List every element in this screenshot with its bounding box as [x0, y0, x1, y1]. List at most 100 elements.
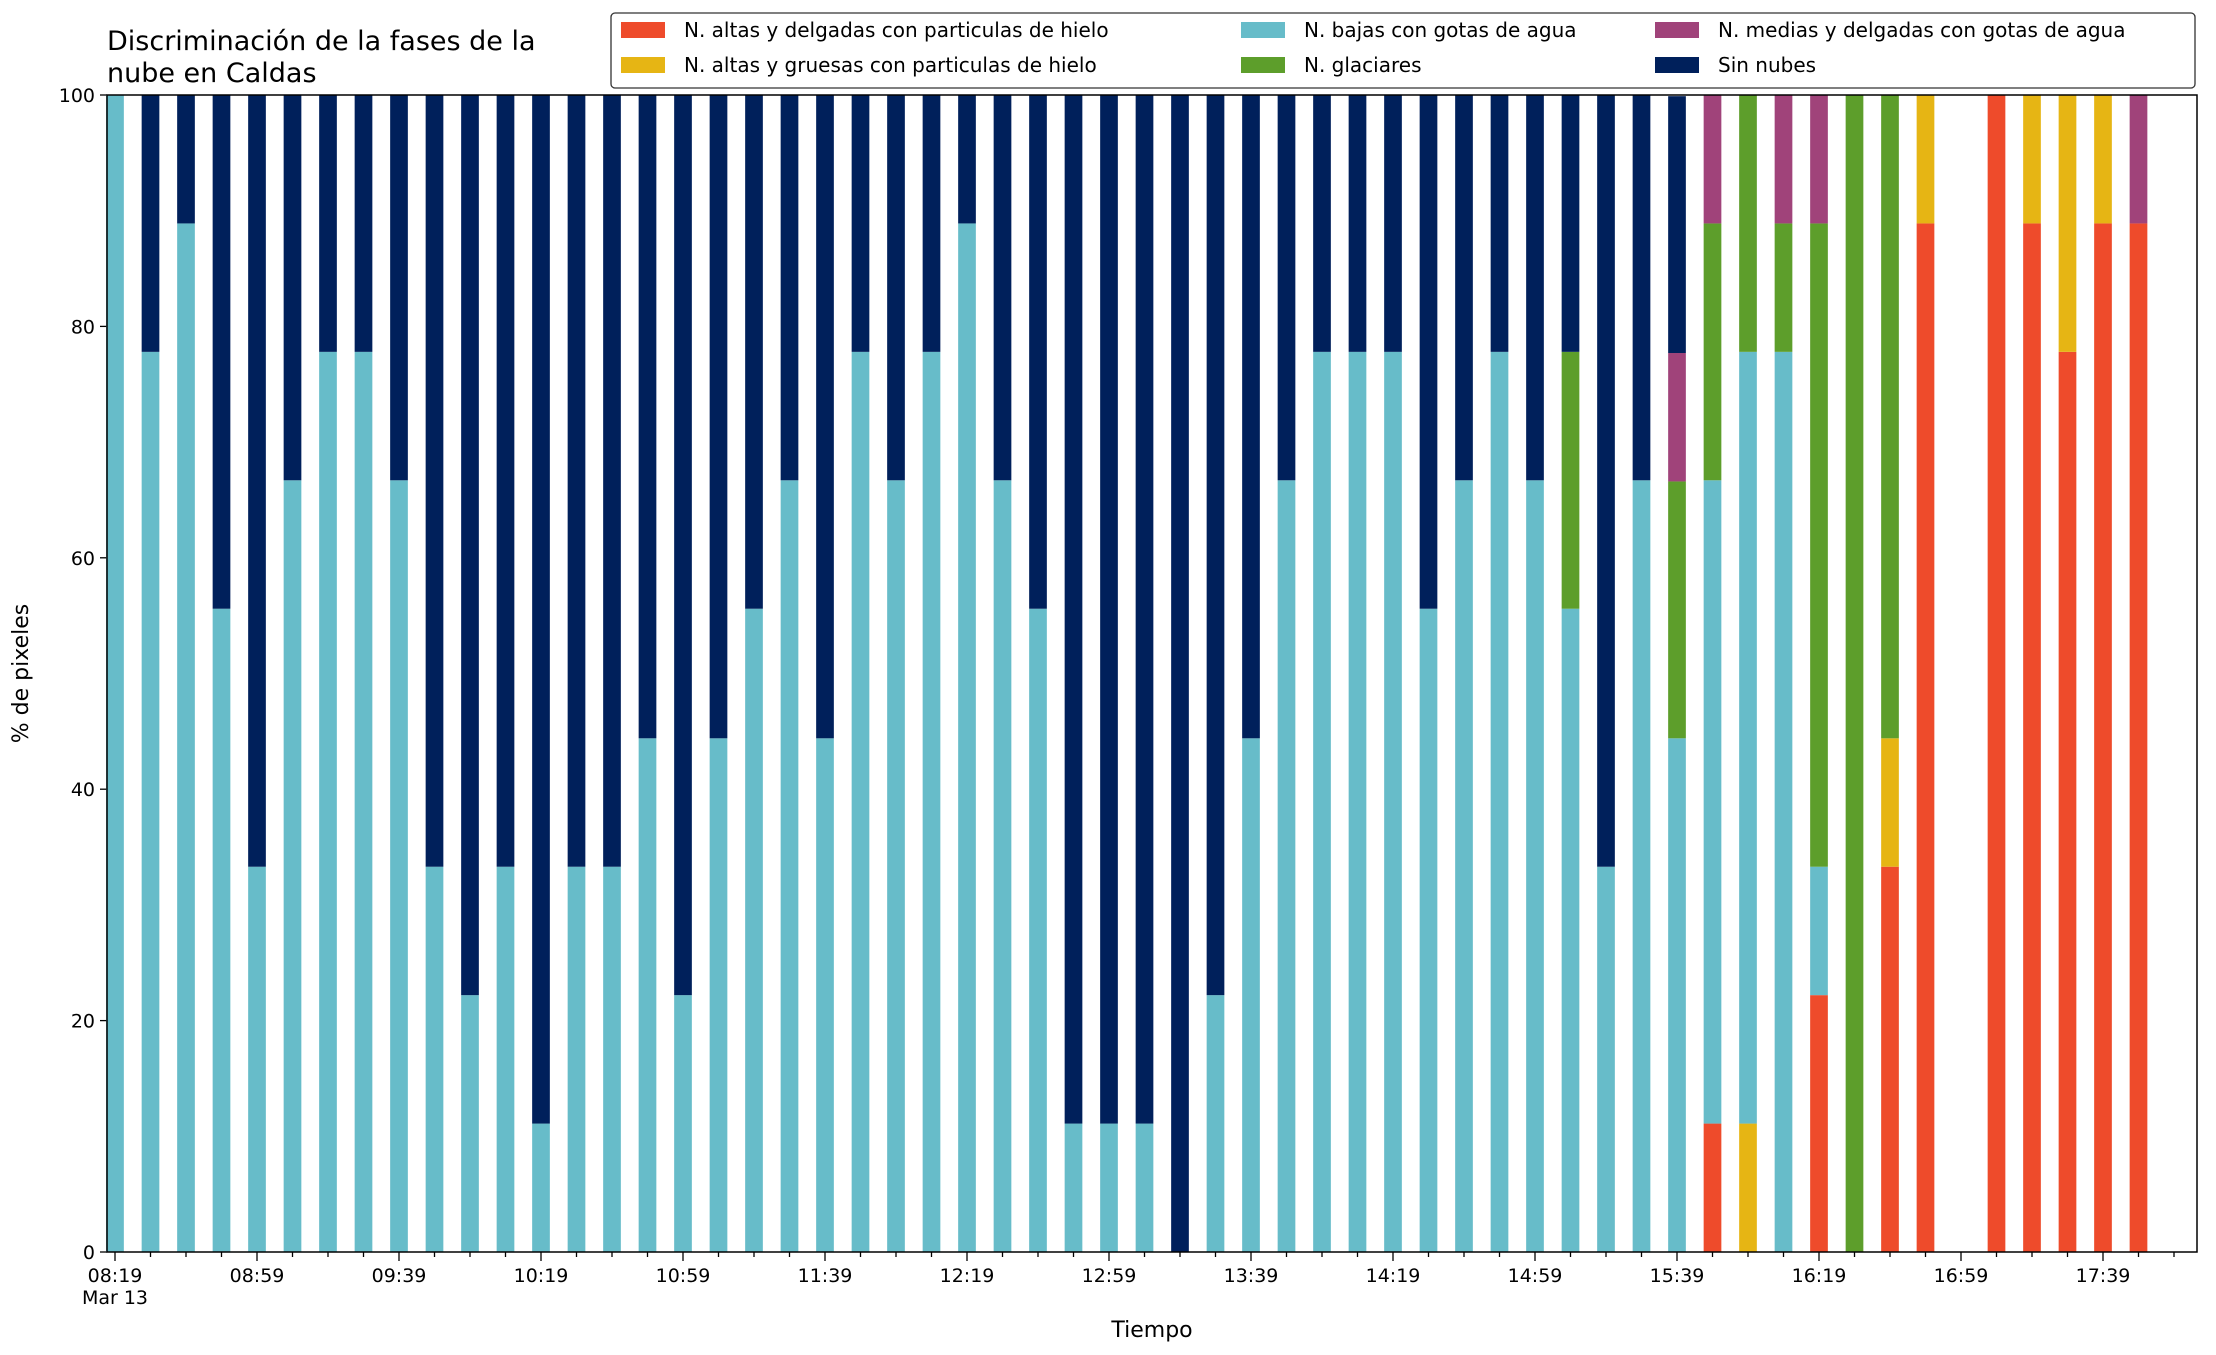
- x-tick-sublabel: Mar 13: [82, 1287, 148, 1309]
- y-tick-label: 0: [83, 1242, 95, 1264]
- bar-segment-sin_nubes: [354, 95, 373, 352]
- bar-segment-sin_nubes: [1632, 95, 1651, 481]
- bar-segment-glaciares: [1703, 223, 1722, 481]
- legend-swatch-sin_nubes: [1655, 57, 1699, 73]
- bar-segment-bajas_agua: [745, 608, 763, 1252]
- y-tick-label: 40: [71, 779, 95, 801]
- legend-label-glaciares: N. glaciares: [1304, 53, 1422, 77]
- bar-segment-alt_del_hielo: [1810, 995, 1828, 1252]
- legend-label-bajas_agua: N. bajas con gotas de agua: [1304, 18, 1577, 42]
- bar-segment-glaciares: [1561, 351, 1580, 609]
- legend-label-sin_nubes: Sin nubes: [1718, 53, 1816, 77]
- bar-segment-sin_nubes: [496, 95, 515, 867]
- y-tick-label: 20: [71, 1011, 95, 1033]
- bar-segment-bajas_agua: [922, 351, 941, 1252]
- bar-segment-medias_agua: [1774, 95, 1793, 224]
- bar-segment-bajas_agua: [1277, 480, 1296, 1252]
- x-tick-label: 12:59: [1082, 1265, 1137, 1287]
- y-tick-label: 100: [59, 85, 95, 107]
- bar-segment-alt_grue_hielo: [2058, 95, 2077, 352]
- bar-segment-bajas_agua: [1739, 351, 1757, 1124]
- bars-group: [106, 95, 2148, 1252]
- bar-segment-alt_grue_hielo: [2094, 95, 2112, 224]
- bar-segment-bajas_agua: [390, 480, 408, 1252]
- bar-segment-sin_nubes: [461, 95, 479, 996]
- bar-segment-bajas_agua: [1384, 351, 1402, 1252]
- bar-segment-bajas_agua: [1100, 1123, 1118, 1252]
- bar-segment-sin_nubes: [1526, 95, 1544, 481]
- chart-title-line: nube en Caldas: [107, 58, 317, 89]
- bar-segment-glaciares: [1845, 95, 1864, 1252]
- bar-segment-bajas_agua: [283, 480, 302, 1252]
- bar-segment-bajas_agua: [709, 738, 728, 1252]
- bar-segment-alt_del_hielo: [2129, 223, 2148, 1252]
- bar-segment-bajas_agua: [425, 866, 444, 1252]
- bar-segment-sin_nubes: [1135, 95, 1154, 1124]
- bar-segment-bajas_agua: [1703, 480, 1722, 1124]
- bar-segment-bajas_agua: [461, 995, 479, 1252]
- bar-segment-sin_nubes: [993, 95, 1012, 481]
- bar-segment-bajas_agua: [1810, 866, 1828, 996]
- bar-segment-bajas_agua: [993, 480, 1012, 1252]
- bar-segment-bajas_agua: [532, 1123, 550, 1252]
- bar-segment-glaciares: [1774, 223, 1793, 352]
- chart-title: Discriminación de la fases de la nube en …: [107, 26, 536, 89]
- y-tick-labels: 0 20 40 60 80 100: [59, 85, 95, 1264]
- bar-segment-bajas_agua: [1490, 351, 1509, 1252]
- legend: N. altas y delgadas con particulas de hi…: [610, 12, 2196, 89]
- bar-segment-bajas_agua: [1526, 480, 1544, 1252]
- y-ticks: [100, 94, 107, 1253]
- bar-segment-alt_grue_hielo: [1916, 95, 1935, 224]
- bar-segment-sin_nubes: [532, 95, 550, 1124]
- bar-segment-glaciares: [1739, 95, 1757, 352]
- bar-segment-alt_del_hielo: [2023, 223, 2041, 1252]
- legend-swatch-alt_grue_hielo: [621, 57, 665, 73]
- x-tick-label: 11:39: [798, 1265, 853, 1287]
- bar-segment-bajas_agua: [212, 608, 231, 1252]
- x-tick-label: 14:19: [1366, 1265, 1421, 1287]
- y-tick-label: 60: [71, 548, 95, 570]
- x-tick-label: 10:59: [656, 1265, 711, 1287]
- bar-segment-sin_nubes: [1419, 95, 1438, 609]
- bar-segment-alt_grue_hielo: [1881, 738, 1899, 867]
- bar-segment-bajas_agua: [1632, 480, 1651, 1252]
- bar-segment-bajas_agua: [958, 223, 976, 1252]
- legend-frame: [610, 12, 2196, 89]
- bar-segment-bajas_agua: [816, 738, 834, 1252]
- bar-segment-sin_nubes: [1029, 95, 1047, 609]
- bar-segment-bajas_agua: [1668, 738, 1686, 1252]
- legend-swatch-glaciares: [1241, 57, 1285, 73]
- bar-segment-bajas_agua: [177, 223, 195, 1252]
- bar-segment-bajas_agua: [141, 351, 160, 1252]
- x-tick-label: 10:19: [514, 1265, 569, 1287]
- x-ticks: [114, 1252, 2175, 1261]
- x-tick-label: 15:39: [1650, 1265, 1705, 1287]
- bar-segment-medias_agua: [1810, 95, 1828, 224]
- bar-segment-sin_nubes: [922, 95, 941, 352]
- bar-segment-sin_nubes: [1668, 96, 1686, 354]
- bar-segment-alt_del_hielo: [1916, 223, 1935, 1252]
- bar-segment-glaciares: [1810, 223, 1828, 867]
- legend-swatch-medias_agua: [1655, 22, 1699, 38]
- bar-segment-bajas_agua: [780, 480, 799, 1252]
- bar-segment-sin_nubes: [709, 95, 728, 739]
- bar-segment-sin_nubes: [745, 95, 763, 609]
- bar-segment-sin_nubes: [851, 95, 870, 352]
- bar-segment-bajas_agua: [1561, 608, 1580, 1252]
- bar-segment-sin_nubes: [1206, 95, 1225, 996]
- bar-segment-sin_nubes: [1490, 95, 1509, 352]
- x-tick-label: 16:59: [1934, 1265, 1989, 1287]
- bar-segment-bajas_agua: [1419, 608, 1438, 1252]
- bar-segment-sin_nubes: [1313, 95, 1331, 352]
- legend-label-medias_agua: N. medias y delgadas con gotas de agua: [1718, 18, 2126, 42]
- bar-segment-sin_nubes: [1171, 95, 1189, 1252]
- x-tick-label: 12:19: [940, 1265, 995, 1287]
- bar-segment-sin_nubes: [674, 95, 692, 996]
- bar-segment-sin_nubes: [1348, 95, 1367, 352]
- legend-label-alt_del_hielo: N. altas y delgadas con particulas de hi…: [684, 18, 1109, 42]
- bar-segment-bajas_agua: [1135, 1123, 1154, 1252]
- bar-segment-alt_del_hielo: [1987, 95, 2006, 1252]
- x-tick-label: 13:39: [1224, 1265, 1279, 1287]
- bar-segment-sin_nubes: [816, 95, 834, 739]
